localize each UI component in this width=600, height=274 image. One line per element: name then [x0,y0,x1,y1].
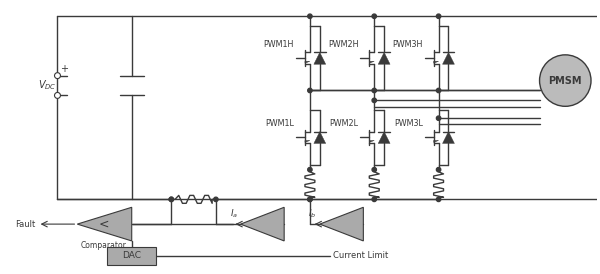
Circle shape [169,197,173,202]
Circle shape [436,197,441,202]
Text: PWM1H: PWM1H [263,40,294,49]
Circle shape [539,55,591,106]
Polygon shape [369,61,374,63]
Polygon shape [305,141,310,142]
Text: $I_a$: $I_a$ [230,208,238,221]
Polygon shape [320,207,364,241]
Polygon shape [443,52,454,64]
Text: <: < [99,218,109,231]
Circle shape [372,167,376,172]
Polygon shape [241,207,284,241]
Circle shape [436,14,441,18]
Circle shape [169,197,173,202]
Text: DAC: DAC [122,251,141,260]
Circle shape [372,14,376,18]
Circle shape [372,88,376,93]
Polygon shape [434,61,439,63]
Polygon shape [77,207,132,241]
Text: Current Limit: Current Limit [332,251,388,260]
Polygon shape [378,132,390,143]
Circle shape [308,197,312,202]
Polygon shape [378,52,390,64]
Circle shape [214,197,218,202]
Polygon shape [314,52,326,64]
Polygon shape [314,132,326,143]
Text: +: + [61,64,68,74]
Text: PWM2L: PWM2L [329,119,358,128]
Polygon shape [443,132,454,143]
Bar [107,247,157,265]
Circle shape [372,197,376,202]
Circle shape [436,167,441,172]
Text: PWM1L: PWM1L [265,119,294,128]
Circle shape [55,92,61,98]
Circle shape [308,14,312,18]
Text: $V_{DC}$: $V_{DC}$ [38,79,57,92]
Circle shape [372,98,376,102]
Text: Comparator: Comparator [81,241,127,250]
Circle shape [308,197,312,202]
Polygon shape [369,141,374,142]
Text: PWM3H: PWM3H [392,40,423,49]
Circle shape [436,88,441,93]
Text: $I_b$: $I_b$ [308,208,317,221]
Circle shape [436,116,441,120]
Polygon shape [305,61,310,63]
Text: PMSM: PMSM [548,76,582,85]
Text: PWM3L: PWM3L [394,119,423,128]
Circle shape [308,88,312,93]
Polygon shape [434,141,439,142]
Circle shape [308,167,312,172]
Text: Fault: Fault [16,219,36,229]
Text: PWM2H: PWM2H [328,40,358,49]
Circle shape [55,73,61,79]
